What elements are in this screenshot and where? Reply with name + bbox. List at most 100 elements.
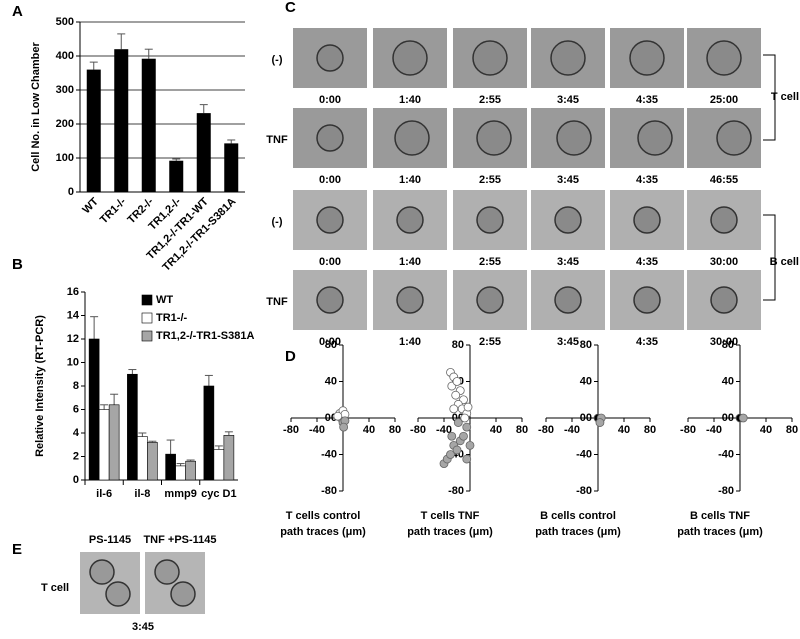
y-tick-label: 12: [67, 333, 79, 345]
row-label: TNF: [266, 296, 288, 308]
time-label: 3:45: [557, 256, 579, 268]
y-tick-label: 500: [56, 16, 74, 28]
bar: [213, 449, 225, 481]
bar: [196, 113, 211, 192]
chart-title: path traces (μm): [535, 526, 621, 538]
cell: [316, 206, 344, 234]
column-label: TNF +PS-1145: [143, 534, 216, 546]
cell: [554, 286, 582, 314]
bar: [224, 143, 239, 192]
x-tick-label: 80: [516, 424, 528, 436]
cell: [154, 559, 180, 585]
chart-title: B cells TNF: [690, 510, 750, 522]
x-tick-label: -40: [706, 424, 722, 436]
bar: [203, 385, 215, 481]
x-tick-label: il-8: [134, 488, 150, 500]
cell: [629, 40, 665, 76]
cell: [394, 120, 430, 156]
row-label: (-): [272, 216, 283, 228]
y-tick-label: -80: [321, 485, 337, 497]
y-tick-label: 40: [722, 375, 734, 387]
cell: [170, 581, 196, 607]
y-tick-label: 10: [67, 356, 79, 368]
bracket: [763, 54, 776, 141]
cell: [392, 40, 428, 76]
time-label: 2:55: [479, 94, 501, 106]
cell: [633, 286, 661, 314]
point: [595, 418, 605, 427]
time-label: 3:45: [557, 94, 579, 106]
x-tick-label: -80: [538, 424, 554, 436]
cell: [316, 286, 344, 314]
point: [460, 413, 470, 423]
x-tick-label: TR1-/-: [98, 195, 129, 226]
y-tick-label: -80: [576, 485, 592, 497]
cell: [396, 206, 424, 234]
x-tick-label: 40: [363, 424, 375, 436]
point: [333, 411, 343, 421]
bar: [185, 460, 196, 481]
y-tick-label: 16: [67, 286, 79, 298]
y-axis-label: Cell No. in Low Chamber: [30, 42, 42, 172]
micrograph: [145, 552, 205, 614]
chart-title: path traces (μm): [280, 526, 366, 538]
time-label: 30:00: [710, 336, 738, 348]
y-tick-label: 80: [580, 339, 592, 351]
y-tick-label: 14: [67, 309, 80, 321]
y-tick-label: -80: [448, 485, 464, 497]
cell: [550, 40, 586, 76]
time-label: 4:35: [636, 94, 658, 106]
y-tick-label: 80: [325, 339, 337, 351]
legend-label: TR1-/-: [156, 312, 188, 324]
x-tick-label: 40: [760, 424, 772, 436]
y-tick-label: 0: [68, 186, 74, 198]
cell: [105, 581, 131, 607]
y-tick-label: 40: [325, 375, 337, 387]
chart-title: T cells TNF: [421, 510, 480, 522]
y-tick-label: -40: [321, 448, 337, 460]
cell: [637, 120, 673, 156]
y-tick-label: 100: [56, 152, 74, 164]
time-label: 4:35: [636, 256, 658, 268]
point: [447, 431, 457, 441]
group-label: T cell: [771, 91, 799, 103]
bar: [127, 373, 138, 481]
time-label: 0:00: [319, 256, 341, 268]
x-tick-label: il-6: [96, 488, 112, 500]
time-label: 1:40: [399, 256, 421, 268]
point: [459, 431, 468, 441]
chart-title: path traces (μm): [677, 526, 763, 538]
x-tick-label: 40: [618, 424, 630, 436]
y-tick-label: 8: [73, 380, 79, 392]
y-tick-label: 200: [56, 118, 74, 130]
cell: [706, 40, 742, 76]
x-tick-label: -80: [410, 424, 426, 436]
x-tick-label: mmp9: [164, 488, 196, 500]
bar: [223, 435, 235, 481]
x-tick-label: -40: [436, 424, 452, 436]
row-label: (-): [272, 54, 283, 66]
chart-title: B cells control: [540, 510, 616, 522]
time-label: 2:55: [479, 174, 501, 186]
y-tick-label: 300: [56, 84, 74, 96]
legend-label: TR1,2-/-TR1-S381A: [156, 330, 254, 342]
chart-title: path traces (μm): [407, 526, 493, 538]
point: [465, 440, 475, 450]
x-tick-label: -80: [283, 424, 299, 436]
cell: [476, 120, 512, 156]
y-tick-label: 80: [452, 339, 464, 351]
time-label: 3:45: [557, 336, 579, 348]
legend-label: WT: [156, 294, 173, 306]
bar: [114, 49, 129, 193]
row-label: T cell: [41, 582, 69, 594]
legend-swatch: [141, 294, 153, 306]
time-label: 2:55: [479, 336, 501, 348]
point: [462, 454, 472, 464]
panel-letter: B: [12, 256, 23, 273]
bar: [175, 465, 186, 481]
x-tick-label: WT: [80, 195, 101, 216]
cell: [554, 206, 582, 234]
time-label: 4:35: [636, 336, 658, 348]
y-axis-label: Relative Intensity (RT-PCR): [34, 315, 46, 457]
point: [452, 445, 462, 455]
